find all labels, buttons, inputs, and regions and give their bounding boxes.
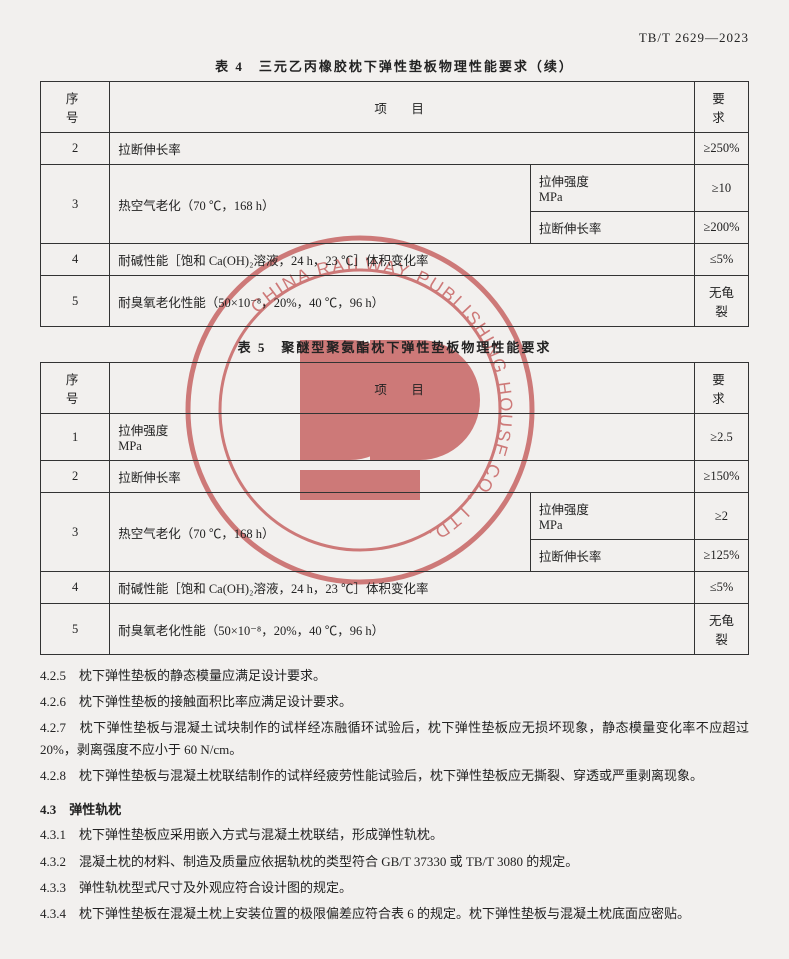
cell-item: 热空气老化（70 ℃，168 h） — [110, 165, 531, 244]
table4: 序 号 项 目 要 求 2 拉断伸长率 ≥250% 3 热空气老化（70 ℃，1… — [40, 81, 749, 327]
cell-item: 拉伸强度 MPa — [110, 414, 695, 461]
table-row: 2 拉断伸长率 ≥250% — [41, 133, 749, 165]
para-4-2-5: 4.2.5 枕下弹性垫板的静态模量应满足设计要求。 — [40, 665, 749, 687]
cell-sub: 拉断伸长率 — [530, 540, 694, 572]
cell-req: ≤5% — [694, 572, 748, 604]
cell-item: 拉断伸长率 — [110, 133, 695, 165]
th-num: 序 号 — [41, 82, 110, 133]
table-row: 3 热空气老化（70 ℃，168 h） 拉伸强度 MPa ≥10 — [41, 165, 749, 212]
table-row: 5 耐臭氧老化性能（50×10⁻⁸，20%，40 ℃，96 h） 无龟裂 — [41, 604, 749, 655]
cell-req: ≥10 — [694, 165, 748, 212]
table-row: 2 拉断伸长率 ≥150% — [41, 461, 749, 493]
cell-item: 耐臭氧老化性能（50×10⁻⁸，20%，40 ℃，96 h） — [110, 276, 695, 327]
para-4-2-8: 4.2.8 枕下弹性垫板与混凝土枕联结制作的试样经疲劳性能试验后，枕下弹性垫板应… — [40, 765, 749, 787]
table-row: 4 耐碱性能［饱和 Ca(OH)₂溶液，24 h，23 ℃］体积变化率 ≤5% — [41, 244, 749, 276]
cell-req: ≥200% — [694, 212, 748, 244]
para-4-3-2: 4.3.2 混凝土枕的材料、制造及质量应依据轨枕的类型符合 GB/T 37330… — [40, 851, 749, 873]
cell-item: 耐碱性能［饱和 Ca(OH)₂溶液，24 h，23 ℃］体积变化率 — [110, 244, 695, 276]
para-4-3-4: 4.3.4 枕下弹性垫板在混凝土枕上安装位置的极限偏差应符合表 6 的规定。枕下… — [40, 903, 749, 925]
table4-title: 表 4 三元乙丙橡胶枕下弹性垫板物理性能要求（续） — [40, 56, 749, 75]
cell-num: 5 — [41, 276, 110, 327]
cell-req: ≥125% — [694, 540, 748, 572]
table5-title: 表 5 聚醚型聚氨酯枕下弹性垫板物理性能要求 — [40, 337, 749, 356]
cell-num: 3 — [41, 493, 110, 572]
cell-item: 拉断伸长率 — [110, 461, 695, 493]
cell-item: 热空气老化（70 ℃，168 h） — [110, 493, 531, 572]
cell-item: 耐臭氧老化性能（50×10⁻⁸，20%，40 ℃，96 h） — [110, 604, 695, 655]
cell-num: 5 — [41, 604, 110, 655]
cell-req: ≤5% — [694, 244, 748, 276]
table-header-row: 序 号 项 目 要 求 — [41, 363, 749, 414]
cell-req: ≥150% — [694, 461, 748, 493]
para-4-3-3: 4.3.3 弹性轨枕型式尺寸及外观应符合设计图的规定。 — [40, 877, 749, 899]
table-row: 4 耐碱性能［饱和 Ca(OH)₂溶液，24 h，23 ℃］体积变化率 ≤5% — [41, 572, 749, 604]
table-header-row: 序 号 项 目 要 求 — [41, 82, 749, 133]
cell-num: 1 — [41, 414, 110, 461]
cell-req: ≥2 — [694, 493, 748, 540]
cell-req: ≥250% — [694, 133, 748, 165]
table5: 序 号 项 目 要 求 1 拉伸强度 MPa ≥2.5 2 拉断伸长率 ≥150… — [40, 362, 749, 655]
cell-num: 2 — [41, 461, 110, 493]
para-4-3-1: 4.3.1 枕下弹性垫板应采用嵌入方式与混凝土枕联结，形成弹性轨枕。 — [40, 824, 749, 846]
heading-4-3: 4.3 弹性轨枕 — [40, 799, 749, 818]
cell-req: 无龟裂 — [694, 604, 748, 655]
cell-num: 2 — [41, 133, 110, 165]
table-row: 3 热空气老化（70 ℃，168 h） 拉伸强度 MPa ≥2 — [41, 493, 749, 540]
document-id: TB/T 2629—2023 — [40, 30, 749, 46]
th-req: 要 求 — [694, 363, 748, 414]
cell-num: 4 — [41, 244, 110, 276]
cell-sub: 拉伸强度 MPa — [530, 165, 694, 212]
table-row: 5 耐臭氧老化性能（50×10⁻⁸，20%，40 ℃，96 h） 无龟裂 — [41, 276, 749, 327]
th-req: 要 求 — [694, 82, 748, 133]
cell-sub: 拉断伸长率 — [530, 212, 694, 244]
cell-num: 4 — [41, 572, 110, 604]
th-num: 序 号 — [41, 363, 110, 414]
th-item: 项 目 — [110, 82, 695, 133]
cell-req: ≥2.5 — [694, 414, 748, 461]
cell-req: 无龟裂 — [694, 276, 748, 327]
para-4-2-6: 4.2.6 枕下弹性垫板的接触面积比率应满足设计要求。 — [40, 691, 749, 713]
th-item: 项 目 — [110, 363, 695, 414]
cell-num: 3 — [41, 165, 110, 244]
cell-sub: 拉伸强度 MPa — [530, 493, 694, 540]
cell-item: 耐碱性能［饱和 Ca(OH)₂溶液，24 h，23 ℃］体积变化率 — [110, 572, 695, 604]
table-row: 1 拉伸强度 MPa ≥2.5 — [41, 414, 749, 461]
